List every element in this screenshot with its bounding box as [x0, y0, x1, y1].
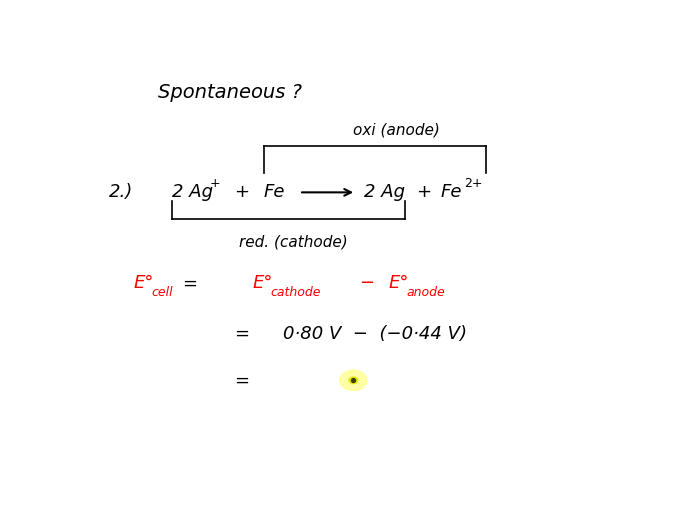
Text: 2 Ag: 2 Ag [172, 183, 213, 202]
Text: Fe: Fe [264, 183, 286, 202]
Text: 2+: 2+ [465, 177, 483, 190]
Text: 0·80 V  −  (−0·44 V): 0·80 V − (−0·44 V) [283, 325, 467, 343]
Circle shape [349, 377, 358, 384]
Text: cathode: cathode [271, 286, 321, 299]
Text: red. (cathode): red. (cathode) [239, 235, 348, 250]
Text: −: − [358, 275, 374, 292]
Text: +: + [209, 177, 220, 190]
Text: 2 Ag: 2 Ag [364, 183, 405, 202]
Circle shape [340, 370, 367, 391]
Text: Fe: Fe [440, 183, 461, 202]
Text: anode: anode [407, 286, 445, 299]
Text: E°: E° [134, 275, 154, 292]
Text: 2.): 2.) [109, 183, 134, 202]
Text: =: = [234, 371, 249, 390]
Text: cell: cell [151, 286, 173, 299]
Text: E°: E° [253, 275, 273, 292]
Point [348, 376, 359, 384]
Text: =: = [234, 325, 249, 343]
Text: Spontaneous ?: Spontaneous ? [158, 83, 302, 102]
Text: =: = [183, 275, 197, 292]
Text: +: + [234, 183, 249, 202]
Text: E°: E° [389, 275, 409, 292]
Text: +: + [416, 183, 430, 202]
Text: oxi (anode): oxi (anode) [354, 123, 440, 138]
